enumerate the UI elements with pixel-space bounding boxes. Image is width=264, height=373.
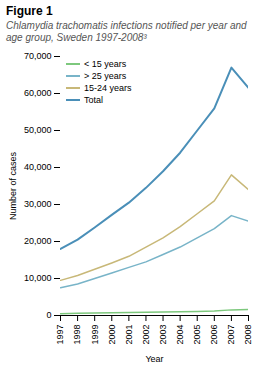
svg-text:50,000: 50,000 xyxy=(24,125,52,135)
svg-text:1997: 1997 xyxy=(55,325,65,345)
html-text:15-24 years: 15-24 years xyxy=(84,83,132,94)
svg-text:70,000: 70,000 xyxy=(24,51,52,61)
svg-text:10,000: 10,000 xyxy=(24,273,52,283)
svg-text:2000: 2000 xyxy=(107,325,117,345)
svg-text:Year: Year xyxy=(145,354,163,364)
svg-text:40,000: 40,000 xyxy=(24,162,52,172)
svg-text:2003: 2003 xyxy=(158,325,168,345)
html-text:Total: Total xyxy=(84,95,103,106)
svg-text:60,000: 60,000 xyxy=(24,88,52,98)
html-text:> 25 years: > 25 years xyxy=(84,71,127,82)
svg-text:2008: 2008 xyxy=(243,325,253,345)
svg-text:2002: 2002 xyxy=(141,325,151,345)
html-text:Figure 1: Figure 1 xyxy=(6,4,53,18)
svg-text:2001: 2001 xyxy=(124,325,134,345)
svg-text:30,000: 30,000 xyxy=(24,199,52,209)
svg-text:2004: 2004 xyxy=(175,325,185,345)
svg-text:Number of cases: Number of cases xyxy=(8,151,18,220)
svg-text:2006: 2006 xyxy=(209,325,219,345)
svg-text:0: 0 xyxy=(46,310,51,320)
html-text:Chlamydia trachomatis infectio: Chlamydia trachomatis infections notifie… xyxy=(6,20,247,43)
svg-text:2005: 2005 xyxy=(192,325,202,345)
html-text:< 15 years: < 15 years xyxy=(84,59,127,69)
svg-text:1998: 1998 xyxy=(72,325,82,345)
svg-text:20,000: 20,000 xyxy=(24,236,52,246)
svg-text:2007: 2007 xyxy=(226,325,236,345)
svg-text:1999: 1999 xyxy=(90,325,100,345)
